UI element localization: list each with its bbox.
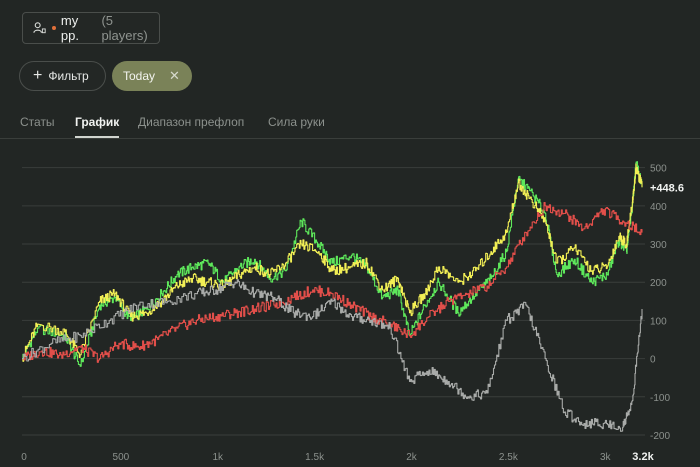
y-tick-label: 200 bbox=[650, 278, 667, 289]
player-count: (5 players) bbox=[101, 13, 148, 43]
x-tick-label: 500 bbox=[113, 452, 130, 463]
chip-label: Today bbox=[123, 69, 156, 83]
plus-icon: + bbox=[33, 67, 43, 84]
x-tick-label: 0 bbox=[21, 452, 27, 463]
series-line bbox=[22, 279, 643, 432]
player-selector[interactable]: my pp. (5 players) bbox=[22, 12, 160, 44]
y-tick-label: 400 bbox=[650, 202, 667, 213]
status-dot bbox=[52, 26, 56, 30]
tab-stats[interactable]: Статы bbox=[20, 115, 55, 129]
y-tick-label: -100 bbox=[650, 393, 670, 404]
series-line bbox=[22, 163, 643, 362]
series-line bbox=[22, 202, 643, 363]
add-filter-label: Фильтр bbox=[48, 69, 89, 83]
x-tick-label: 2k bbox=[406, 452, 418, 463]
tab-preflop-range[interactable]: Диапазон префлоп bbox=[138, 115, 245, 129]
x-tick-label: 3k bbox=[600, 452, 612, 463]
profit-chart: 500 400 300 200 100 0 -100 -200 0 500 1k 1.5k 2k 2.5k… bbox=[21, 161, 684, 463]
players-icon bbox=[33, 22, 46, 34]
y-tick-label: 100 bbox=[650, 316, 667, 327]
x-tick-label: 2.5k bbox=[499, 452, 519, 463]
x-tick-label: 1k bbox=[212, 452, 224, 463]
y-tick-label: 0 bbox=[650, 355, 656, 366]
date-filter-chip[interactable]: Today ✕ bbox=[112, 61, 192, 91]
y-tick-label: 500 bbox=[650, 164, 667, 175]
tab-hand-strength[interactable]: Сила руки bbox=[268, 115, 325, 129]
player-name: my pp. bbox=[60, 13, 79, 43]
x-end-label: 3.2k bbox=[632, 451, 654, 463]
tab-bar: Статы График Диапазон префлоп Сила руки bbox=[0, 108, 700, 139]
series-line bbox=[22, 161, 643, 367]
x-tick-label: 1.5k bbox=[305, 452, 325, 463]
close-icon[interactable]: ✕ bbox=[169, 68, 180, 83]
y-tick-label: 300 bbox=[650, 240, 667, 251]
y-tick-label: -200 bbox=[650, 431, 670, 442]
add-filter-button[interactable]: + Фильтр bbox=[19, 61, 106, 91]
final-value-label: +448.6 bbox=[650, 182, 684, 194]
tab-graph[interactable]: График bbox=[75, 115, 120, 138]
